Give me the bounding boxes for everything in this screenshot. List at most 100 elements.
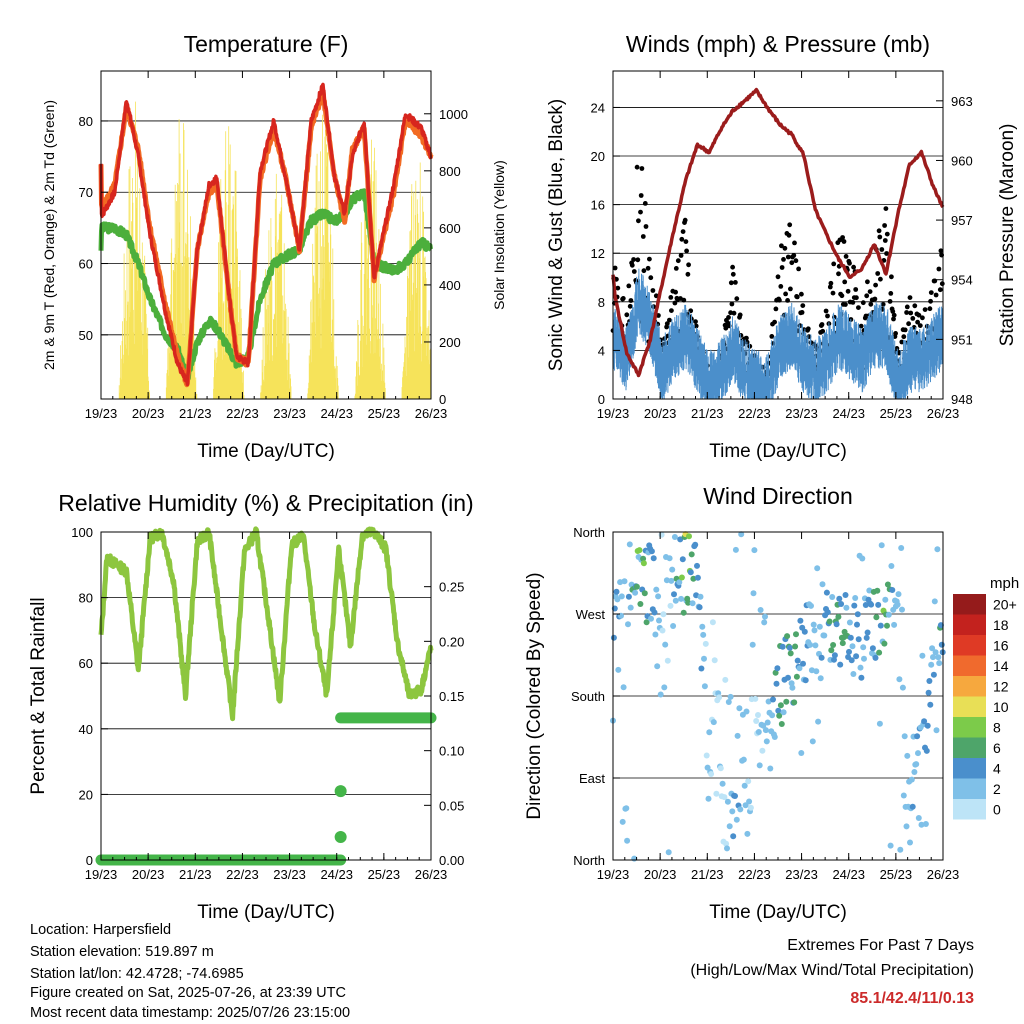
direction-point — [888, 563, 895, 569]
direction-point — [762, 613, 768, 620]
location-text: Location: Harpersfield — [30, 922, 172, 938]
gust-point — [937, 287, 943, 293]
legend-label: 0 — [993, 801, 1001, 817]
gust-point — [920, 315, 925, 321]
gust-point — [915, 319, 920, 325]
direction-point — [875, 601, 882, 608]
direction-point — [897, 846, 904, 853]
gust-point — [631, 257, 636, 262]
temperature-title: Temperature (F) — [184, 31, 349, 57]
direction-point — [833, 621, 840, 628]
direction-point — [726, 823, 733, 830]
gust-point — [836, 271, 841, 277]
direction-point — [729, 808, 736, 815]
direction-point — [653, 586, 660, 593]
winds-x-tick-label: 23/23 — [785, 406, 818, 421]
direction-point — [903, 823, 910, 830]
direction-point — [770, 696, 776, 703]
gust-point — [772, 319, 777, 325]
direction-point — [655, 593, 662, 600]
gust-point — [800, 303, 806, 308]
direction-point — [936, 660, 943, 667]
gust-point — [910, 316, 916, 321]
direction-point — [740, 756, 747, 763]
legend-color-box — [953, 717, 986, 738]
direction-point — [767, 765, 774, 772]
gust-point — [889, 274, 894, 280]
gust-point — [864, 293, 870, 299]
temperature-y-tick-label: 60 — [79, 257, 93, 272]
direction-point — [881, 640, 888, 647]
direction-point — [815, 718, 822, 725]
gust-point — [638, 209, 643, 215]
direction-point — [732, 793, 738, 799]
gust-point — [938, 248, 944, 254]
direction-x-tick-label: 24/23 — [832, 867, 865, 882]
direction-point — [853, 653, 860, 660]
gust-point — [850, 300, 856, 305]
direction-point — [738, 531, 745, 538]
legend-color-box — [953, 778, 986, 799]
direction-point — [887, 842, 894, 849]
gust-point — [879, 247, 885, 252]
legend-color-box — [953, 799, 986, 820]
direction-point — [926, 678, 933, 684]
direction-point — [771, 734, 778, 740]
winds-y2-tick-label: 960 — [951, 153, 973, 168]
direction-point — [658, 531, 665, 538]
direction-point — [648, 615, 654, 622]
direction-panel: Wind Direction Direction (Colored By Spe… — [524, 483, 1019, 923]
gust-point — [887, 299, 893, 304]
direction-point — [764, 719, 771, 726]
gust-point — [882, 223, 887, 228]
temperature-right-label: Solar Insolation (Yellow) — [491, 160, 507, 310]
gust-point — [894, 346, 900, 351]
gust-point — [730, 264, 735, 270]
legend-label: 18 — [993, 617, 1009, 633]
direction-point — [757, 607, 764, 613]
direction-point — [610, 634, 617, 641]
direction-point — [900, 792, 907, 799]
temperature-y-tick-label: 80 — [79, 114, 93, 129]
gust-point — [865, 279, 870, 285]
direction-point — [839, 640, 846, 647]
gust-point — [688, 308, 694, 314]
direction-point — [734, 732, 741, 739]
solar-insolation-day — [401, 162, 432, 399]
gust-point — [901, 334, 907, 340]
direction-point — [794, 657, 801, 664]
gust-point — [794, 294, 800, 300]
gust-point — [726, 315, 731, 320]
humidity-y-tick-label: 60 — [79, 656, 93, 671]
direction-point — [751, 547, 758, 554]
direction-point — [662, 641, 669, 648]
direction-x-label: Time (Day/UTC) — [709, 902, 847, 923]
gust-point — [791, 253, 797, 258]
gust-point — [640, 234, 646, 239]
direction-point — [899, 684, 906, 691]
extremes-title: Extremes For Past 7 Days — [787, 937, 974, 954]
direction-point — [831, 656, 837, 663]
winds-y2-tick-label: 948 — [951, 392, 973, 407]
legend-label: 12 — [993, 678, 1009, 694]
gust-point — [825, 313, 830, 319]
direction-point — [676, 579, 683, 586]
direction-point — [625, 621, 631, 628]
legend-label: 4 — [993, 760, 1001, 776]
gust-point — [841, 239, 847, 244]
direction-point — [687, 569, 694, 576]
direction-point — [858, 674, 865, 681]
direction-point — [837, 661, 844, 668]
direction-point — [724, 798, 731, 805]
gust-point — [827, 284, 833, 290]
direction-point — [627, 604, 634, 611]
direction-point — [755, 729, 762, 735]
gust-point — [693, 319, 698, 324]
direction-point — [882, 596, 889, 603]
direction-x-tick-label: 19/23 — [597, 867, 630, 882]
gust-point — [664, 321, 670, 326]
temperature-x-tick-label: 26/23 — [415, 406, 448, 421]
direction-y-tick-label: North — [573, 525, 605, 540]
direction-point — [778, 721, 785, 727]
